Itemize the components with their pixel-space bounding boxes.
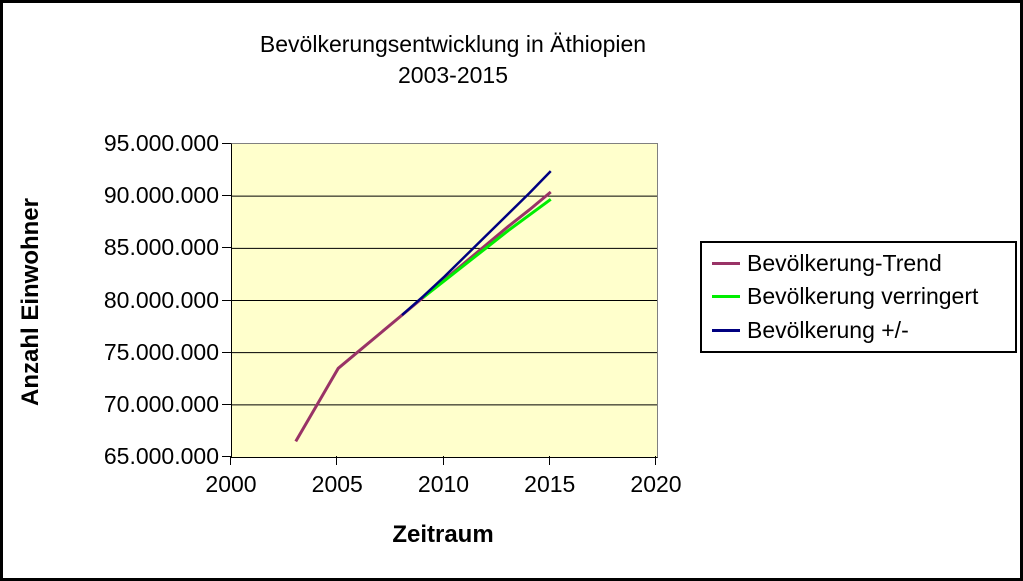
legend: Bevölkerung-Trend Bevölkerung verringert… — [700, 241, 1017, 353]
x-axis-title: Zeitraum — [392, 521, 494, 548]
x-tick-label: 2015 — [524, 471, 576, 497]
y-tick-label: 90.000.000 — [103, 182, 219, 209]
legend-label-trend: Bevölkerung-Trend — [747, 250, 942, 277]
legend-label-verringert: Bevölkerung verringert — [747, 283, 979, 310]
y-tick-mark — [222, 456, 231, 457]
plot-area — [231, 143, 658, 458]
legend-entry-verringert: Bevölkerung verringert — [712, 283, 1009, 310]
series-line-0 — [294, 190, 552, 443]
chart-title-line2: 2003-2015 — [398, 62, 508, 88]
x-tick-mark — [442, 456, 444, 465]
legend-line-sample-plusminus — [712, 328, 740, 332]
y-tick-mark — [222, 299, 231, 301]
x-tick-mark — [548, 456, 550, 465]
y-tick-mark — [222, 195, 231, 197]
plot-lines-svg — [232, 170, 657, 443]
x-tick-label: 2000 — [205, 471, 257, 497]
chart-title: Bevölkerungsentwicklung in Äthiopien 200… — [203, 29, 703, 91]
y-tick-label: 95.000.000 — [103, 130, 219, 156]
x-tick-mark — [655, 456, 656, 465]
series-line-2 — [401, 170, 552, 317]
y-axis-title: Anzahl Einwohner — [17, 198, 44, 407]
chart-title-line1: Bevölkerungsentwicklung in Äthiopien — [259, 31, 647, 57]
x-tick-label: 2005 — [311, 471, 363, 497]
legend-entry-trend: Bevölkerung-Trend — [712, 250, 1009, 277]
y-tick-mark — [222, 351, 231, 353]
y-tick-label: 70.000.000 — [103, 390, 219, 417]
y-tick-mark — [222, 247, 231, 249]
legend-label-plusminus: Bevölkerung +/- — [747, 316, 909, 343]
x-tick-mark — [336, 456, 338, 465]
legend-entry-plusminus: Bevölkerung +/- — [712, 317, 1009, 344]
y-tick-mark — [222, 403, 231, 405]
y-tick-label: 85.000.000 — [103, 234, 219, 261]
x-tick-label: 2020 — [630, 471, 682, 497]
x-tick-label: 2010 — [417, 471, 470, 497]
y-tick-mark — [222, 143, 231, 144]
y-tick-label: 65.000.000 — [103, 443, 219, 469]
series-line-1 — [422, 198, 552, 299]
legend-line-sample-trend — [712, 262, 740, 266]
y-tick-label: 75.000.000 — [103, 338, 219, 365]
legend-line-sample-verringert — [712, 295, 740, 299]
y-tick-label: 80.000.000 — [103, 286, 219, 313]
x-tick-mark — [230, 456, 231, 465]
